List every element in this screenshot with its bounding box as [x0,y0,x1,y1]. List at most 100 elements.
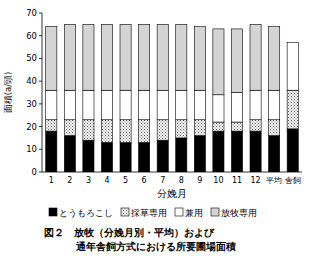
y-tick [39,81,42,82]
bar-segment [64,120,75,136]
bar-segment [120,142,131,172]
bar-segment [231,93,242,123]
y-tick [39,35,42,36]
x-tick-label: 7 [160,176,165,185]
y-tick [39,126,42,127]
bar-segment [83,140,94,172]
bar-segment [176,24,187,90]
bar-segment [64,24,75,90]
bar-segment [139,90,150,120]
bar-segment [139,24,150,90]
legend-swatch [121,208,129,216]
bar-segment [139,142,150,172]
bar-segment [64,136,75,172]
y-tick [39,58,42,59]
x-tick-label: 1 [49,176,54,185]
legend-label: とうもろこし [59,208,113,218]
title-line: 通年舎飼方式における所要圃場面積 [75,241,236,253]
x-tick-label: 2 [67,176,72,185]
bar-segment [101,90,112,120]
legend: とうもろこし 採草専用 兼用 放牧専用 [49,208,257,218]
x-tick-label: 11 [232,176,242,185]
bar-segment [120,120,131,143]
bar-segment [83,90,94,120]
y-tick-label: 40 [26,76,37,86]
bar-segment [250,24,261,90]
bar-segment [250,90,261,120]
legend-swatch [175,208,183,216]
bar-segment [287,43,298,91]
y-tick-label: 10 [26,144,37,154]
y-axis [42,13,43,172]
bar-segment [287,42,298,43]
x-tick-label: 3 [86,176,91,185]
y-tick [39,13,42,14]
bar-segment [287,90,298,129]
bar-segment [46,120,57,131]
x-tick-label: 8 [179,176,184,185]
bar-segment [269,120,280,136]
title: 図２ 放牧（分娩月別・平均）および通年舎飼方式における所要圃場面積 [44,227,236,253]
bar-segment [120,24,131,90]
bar-segment [213,95,224,122]
y-tick-label: 30 [26,99,37,109]
bar-segment [157,24,168,90]
bar-segment [139,120,150,143]
bar-segment [64,90,75,120]
legend-label: 放牧専用 [221,208,257,218]
bar-segment [287,129,298,172]
y-tick-label: 70 [26,8,37,18]
y-axis-label: 面積(a/頭) [3,72,13,114]
y-tick [39,103,42,104]
bar-segment [157,140,168,172]
y-tick-label: 0 [32,167,37,177]
chart: 010203040506070123456789101112平均舎飼分娩月面積(… [0,0,314,256]
bar-segment [176,90,187,120]
bar-segment [194,27,205,91]
bar-segment [231,122,242,131]
x-tick-label: 9 [197,176,202,185]
y-tick [39,172,42,173]
bar-segment [83,120,94,140]
x-tick-label: 5 [123,176,128,185]
x-axis-label: 分娩月 [157,188,187,199]
bar-segment [176,120,187,138]
legend-label: 兼用 [185,208,203,218]
x-tick-label: 6 [142,176,147,185]
bar-segment [250,131,261,172]
bar-segment [46,131,57,172]
x-tick-label: 平均 [266,176,282,185]
legend-swatch [211,208,219,216]
x-tick-label: 4 [104,176,109,185]
bar-segment [176,138,187,172]
x-tick-label: 舎飼 [285,176,301,185]
bar-segment [101,142,112,172]
bar-segment [194,120,205,136]
x-axis [42,172,302,173]
y-tick [39,149,42,150]
title-line: 図２ 放牧（分娩月別・平均）および [44,227,215,238]
legend-label: 採草専用 [131,208,167,218]
y-tick-label: 50 [26,53,37,63]
y-tick-label: 60 [26,31,37,41]
bars [46,24,299,172]
legend-swatch [49,208,57,216]
bar-segment [46,90,57,120]
bar-segment [101,120,112,143]
bar-segment [269,136,280,172]
bar-segment [250,120,261,131]
bar-segment [120,90,131,120]
bar-segment [157,90,168,120]
x-tick-label: 12 [250,176,260,185]
bar-segment [213,131,224,172]
bar-segment [269,27,280,91]
bar-segment [194,136,205,172]
y-tick-label: 20 [26,122,37,132]
bar-segment [231,29,242,93]
bar-segment [194,90,205,120]
x-tick-label: 10 [213,176,223,185]
bar-segment [213,122,224,131]
bar-segment [213,29,224,95]
bar-segment [46,27,57,91]
bar-segment [157,120,168,140]
